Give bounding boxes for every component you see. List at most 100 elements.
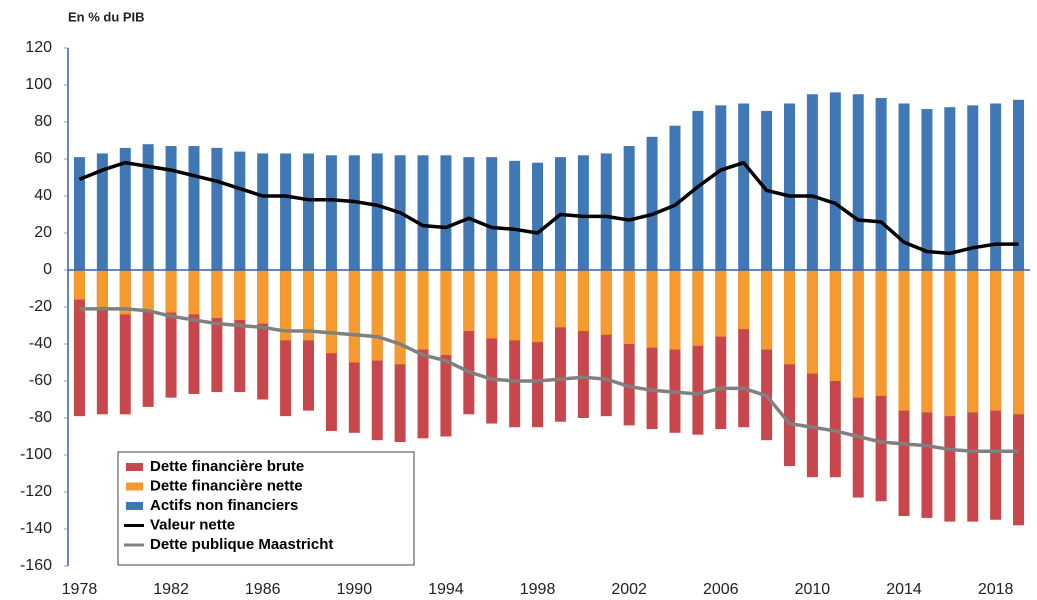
bar bbox=[348, 270, 360, 363]
bar bbox=[509, 160, 521, 270]
bar bbox=[96, 270, 108, 307]
legend-box bbox=[117, 451, 415, 566]
bar bbox=[875, 97, 887, 270]
bar bbox=[73, 270, 85, 300]
bar bbox=[554, 270, 566, 422]
bar bbox=[921, 109, 933, 270]
bar bbox=[715, 270, 727, 337]
bar bbox=[73, 157, 85, 270]
bar bbox=[646, 270, 658, 430]
x-tick-label: 1990 bbox=[337, 581, 373, 598]
y-tick-label: -60 bbox=[29, 372, 52, 389]
x-tick-label: 2006 bbox=[703, 581, 739, 598]
bar bbox=[165, 270, 177, 313]
bar bbox=[577, 270, 589, 418]
bar bbox=[944, 270, 956, 417]
bar bbox=[761, 270, 773, 441]
legend-label: Valeur nette bbox=[150, 516, 235, 533]
bar bbox=[967, 270, 979, 413]
bar bbox=[142, 144, 154, 270]
legend-label: Dette financière nette bbox=[150, 477, 303, 494]
bar bbox=[829, 92, 841, 271]
y-tick-label: 60 bbox=[34, 150, 52, 167]
bar bbox=[509, 270, 521, 428]
bar bbox=[165, 270, 177, 398]
bar bbox=[669, 270, 681, 350]
bar bbox=[577, 270, 589, 332]
bar bbox=[806, 94, 818, 270]
bar bbox=[211, 147, 223, 270]
bar bbox=[1013, 99, 1025, 270]
bar bbox=[257, 270, 269, 400]
bar bbox=[1013, 270, 1025, 415]
bar bbox=[692, 270, 704, 346]
bar bbox=[738, 270, 750, 428]
bar bbox=[646, 136, 658, 270]
y-tick-label: -140 bbox=[20, 520, 52, 537]
x-tick-label: 1982 bbox=[153, 581, 189, 598]
bar bbox=[509, 270, 521, 341]
line bbox=[78, 160, 1019, 256]
bar bbox=[646, 270, 658, 348]
bar bbox=[96, 153, 108, 270]
y-tick-label: 20 bbox=[34, 224, 52, 241]
legend-label: Dette publique Maastricht bbox=[150, 536, 333, 553]
bar bbox=[73, 270, 85, 417]
bar bbox=[967, 105, 979, 270]
bar bbox=[303, 153, 314, 270]
bar bbox=[623, 146, 635, 270]
line bbox=[79, 307, 1019, 454]
bar bbox=[784, 103, 795, 270]
x-tick-label: 2014 bbox=[886, 581, 922, 598]
bar bbox=[761, 270, 773, 350]
bar bbox=[257, 270, 269, 324]
bar bbox=[738, 103, 750, 270]
y-tick-label: 120 bbox=[25, 39, 52, 56]
legend-swatch bbox=[126, 502, 143, 510]
bar bbox=[371, 270, 383, 361]
bar bbox=[325, 155, 337, 270]
bar bbox=[325, 270, 337, 354]
bar bbox=[623, 270, 635, 426]
bar bbox=[600, 270, 612, 335]
bar bbox=[990, 103, 1002, 270]
bar bbox=[394, 270, 406, 365]
bar bbox=[165, 146, 177, 270]
bar bbox=[921, 270, 933, 413]
legend-swatch bbox=[126, 463, 143, 471]
bar bbox=[784, 270, 795, 365]
x-tick-label: 2002 bbox=[611, 581, 647, 598]
bar bbox=[692, 110, 704, 271]
bar bbox=[806, 270, 818, 374]
bar bbox=[188, 270, 200, 394]
bar bbox=[829, 270, 841, 381]
bar bbox=[142, 270, 154, 311]
legend-label: Actifs non financiers bbox=[150, 497, 298, 514]
bar bbox=[211, 270, 223, 319]
y-tick-label: 0 bbox=[43, 261, 52, 278]
bar bbox=[280, 270, 292, 417]
y-tick-label: -160 bbox=[20, 557, 52, 574]
bar bbox=[257, 153, 269, 270]
y-tick-label: 80 bbox=[34, 113, 52, 130]
bar bbox=[669, 125, 681, 270]
x-tick-label: 2010 bbox=[795, 581, 831, 598]
y-tick-label: -120 bbox=[20, 483, 52, 500]
y-tick-label: 40 bbox=[34, 187, 52, 204]
x-tick-label: 2018 bbox=[978, 581, 1014, 598]
bar bbox=[234, 270, 246, 320]
bar bbox=[211, 270, 223, 393]
bar bbox=[463, 270, 475, 332]
y-tick-label: -80 bbox=[29, 409, 52, 426]
bar bbox=[303, 270, 314, 341]
x-tick-label: 1998 bbox=[520, 581, 556, 598]
bar bbox=[715, 270, 727, 430]
bar bbox=[554, 270, 566, 328]
bar bbox=[784, 270, 795, 467]
bar bbox=[188, 146, 200, 270]
bar bbox=[532, 270, 544, 428]
x-tick-label: 1986 bbox=[245, 581, 281, 598]
bar bbox=[280, 270, 292, 341]
x-tick-label: 1978 bbox=[62, 581, 98, 598]
